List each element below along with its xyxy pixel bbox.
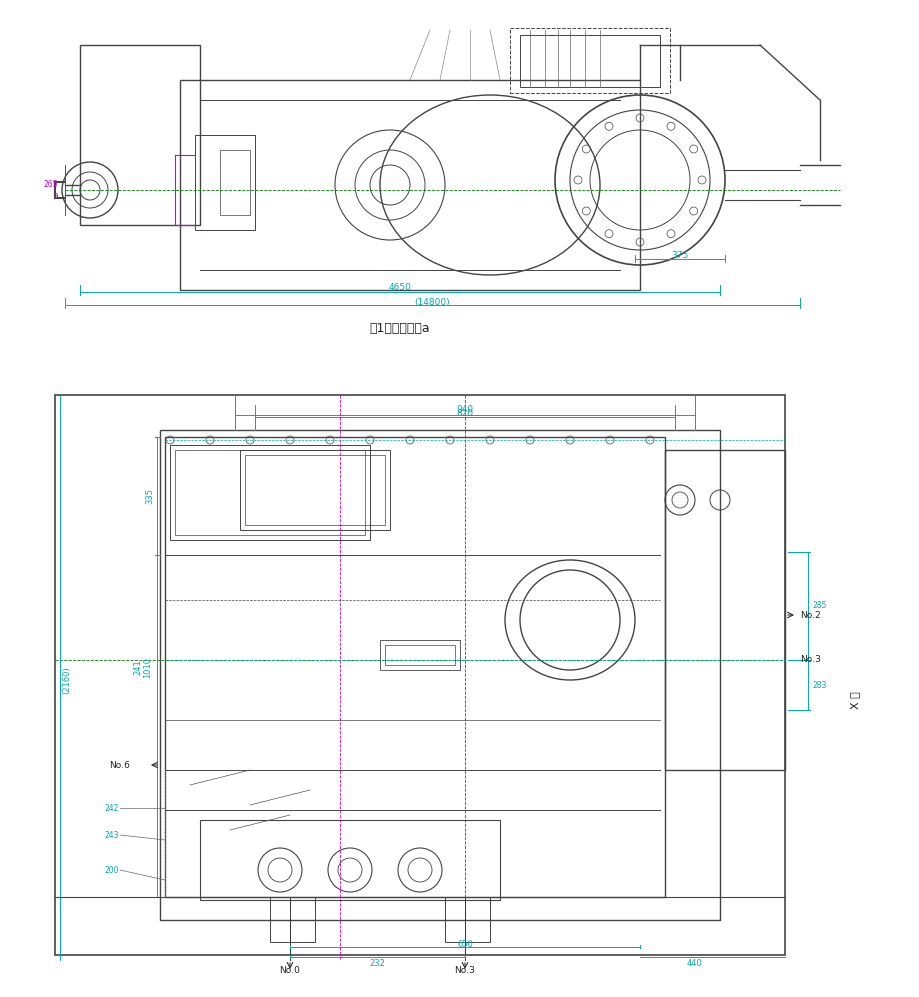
Bar: [445, 897, 490, 942]
Text: Nо.2: Nо.2: [800, 610, 820, 619]
Text: 243: 243: [105, 831, 119, 839]
Bar: [165, 437, 664, 897]
Bar: [220, 150, 250, 215]
Bar: [519, 35, 659, 87]
Bar: [380, 640, 460, 670]
Bar: [384, 645, 455, 665]
Text: 940: 940: [456, 406, 473, 415]
Text: 4650: 4650: [388, 283, 411, 292]
Text: 265
a: 265 a: [43, 180, 58, 199]
Text: Nо.3: Nо.3: [454, 965, 475, 974]
Bar: [170, 445, 369, 540]
Text: 285: 285: [811, 601, 826, 610]
Text: (2160): (2160): [62, 666, 72, 694]
Text: 440: 440: [686, 958, 702, 967]
Text: 283: 283: [811, 681, 826, 690]
Bar: [80, 45, 199, 225]
Text: 1010: 1010: [143, 656, 153, 678]
Text: Nо.0: Nо.0: [279, 965, 301, 974]
Text: Nо.3: Nо.3: [800, 655, 820, 664]
Text: 650: 650: [457, 939, 472, 948]
Bar: [509, 28, 669, 93]
Bar: [175, 450, 365, 535]
Text: 图1真空泵结构a: 图1真空泵结构a: [369, 321, 430, 335]
Text: 242: 242: [105, 804, 119, 813]
Bar: [269, 897, 314, 942]
Text: 241: 241: [133, 659, 142, 675]
Bar: [180, 80, 640, 290]
Bar: [199, 820, 499, 900]
Bar: [160, 430, 720, 920]
Bar: [195, 135, 255, 230]
Text: Nо.6: Nо.6: [109, 761, 130, 770]
Bar: [244, 455, 384, 525]
Text: 232: 232: [369, 958, 384, 967]
Text: 375: 375: [671, 250, 688, 259]
Bar: [664, 450, 784, 770]
Bar: [55, 395, 784, 955]
Text: (14800): (14800): [414, 297, 449, 306]
Bar: [240, 450, 390, 530]
Text: X 图: X 图: [849, 691, 859, 709]
Text: 335: 335: [145, 488, 154, 504]
Text: 820: 820: [456, 409, 473, 418]
Text: 200: 200: [105, 865, 119, 874]
